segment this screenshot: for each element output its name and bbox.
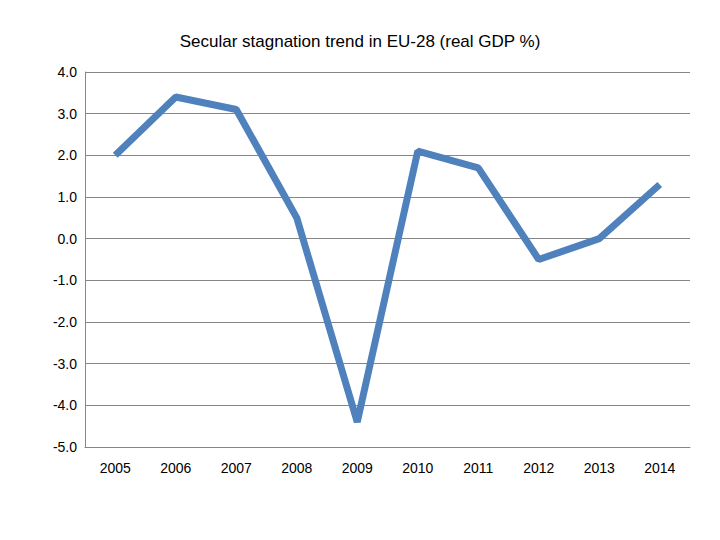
svg-text:-5.0: -5.0	[53, 439, 77, 455]
svg-text:3.0: 3.0	[58, 106, 78, 122]
svg-text:Secular stagnation trend in EU: Secular stagnation trend in EU-28 (real …	[180, 32, 541, 51]
svg-text:2007: 2007	[221, 460, 252, 476]
svg-text:2006: 2006	[160, 460, 191, 476]
svg-text:-4.0: -4.0	[53, 397, 77, 413]
svg-text:2005: 2005	[100, 460, 131, 476]
svg-text:-1.0: -1.0	[53, 272, 77, 288]
svg-text:2010: 2010	[402, 460, 433, 476]
svg-text:-3.0: -3.0	[53, 356, 77, 372]
svg-text:-2.0: -2.0	[53, 314, 77, 330]
svg-text:2014: 2014	[644, 460, 675, 476]
svg-text:4.0: 4.0	[58, 64, 78, 80]
svg-text:2011: 2011	[463, 460, 493, 476]
svg-text:2013: 2013	[584, 460, 615, 476]
svg-text:2012: 2012	[523, 460, 554, 476]
svg-text:2.0: 2.0	[58, 147, 78, 163]
svg-text:1.0: 1.0	[58, 189, 78, 205]
svg-text:2008: 2008	[281, 460, 312, 476]
svg-text:2009: 2009	[342, 460, 373, 476]
svg-text:0.0: 0.0	[58, 231, 78, 247]
